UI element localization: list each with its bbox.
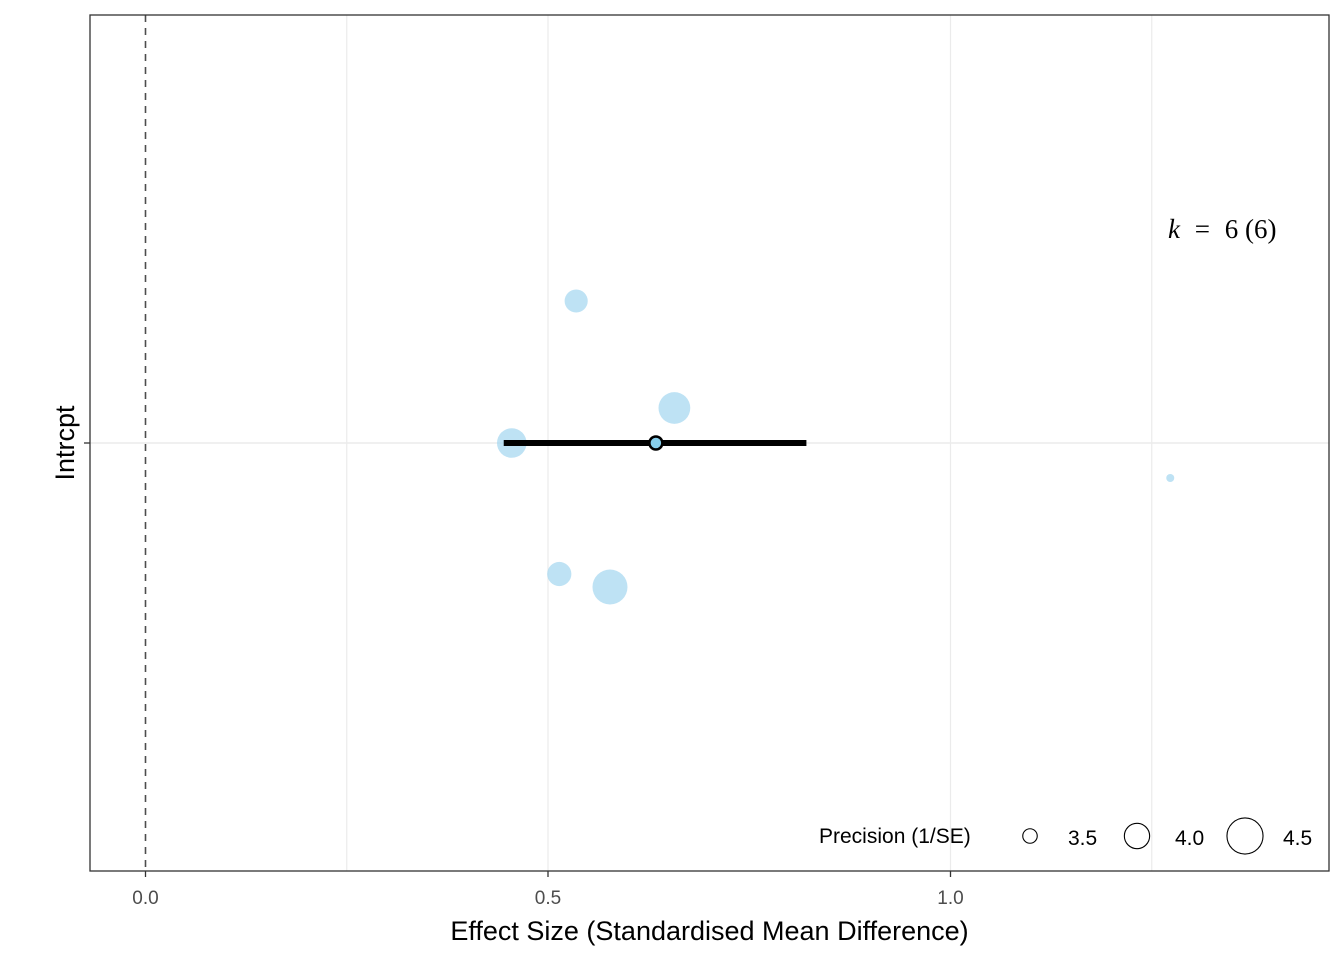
y-axis-title: Intrcpt	[50, 405, 80, 481]
study-point	[658, 392, 691, 424]
x-tick-label: 0.0	[132, 888, 158, 909]
study-point	[1166, 474, 1175, 482]
legend-entry-label: 4.0	[1175, 827, 1204, 850]
legend-key-circle	[1022, 828, 1038, 844]
x-axis-ticks: 0.0 0.5 1.0	[132, 871, 964, 909]
study-point	[592, 569, 628, 605]
k-symbol: k	[1168, 214, 1181, 244]
legend-entry-label: 3.5	[1068, 827, 1097, 850]
study-point	[564, 289, 588, 313]
k-equals: =	[1195, 214, 1210, 244]
legend-title: Precision (1/SE)	[819, 825, 971, 848]
k-annotation: k = 6 (6)	[1168, 214, 1276, 244]
x-tick-label: 0.5	[535, 888, 561, 909]
legend: Precision (1/SE) 3.5 4.0 4.5	[819, 817, 1312, 855]
study-point	[547, 561, 572, 587]
k-value: 6 (6)	[1225, 214, 1277, 244]
legend-entry-label: 4.5	[1283, 827, 1312, 850]
pooled-estimate-point	[648, 435, 664, 451]
x-tick-label: 1.0	[937, 888, 963, 909]
legend-key-circle	[1123, 822, 1151, 850]
legend-key-circle	[1226, 817, 1264, 855]
study-points	[496, 289, 1175, 605]
legend-entries: 3.5 4.0 4.5	[1022, 817, 1312, 855]
x-axis-title: Effect Size (Standardised Mean Differenc…	[450, 916, 968, 946]
